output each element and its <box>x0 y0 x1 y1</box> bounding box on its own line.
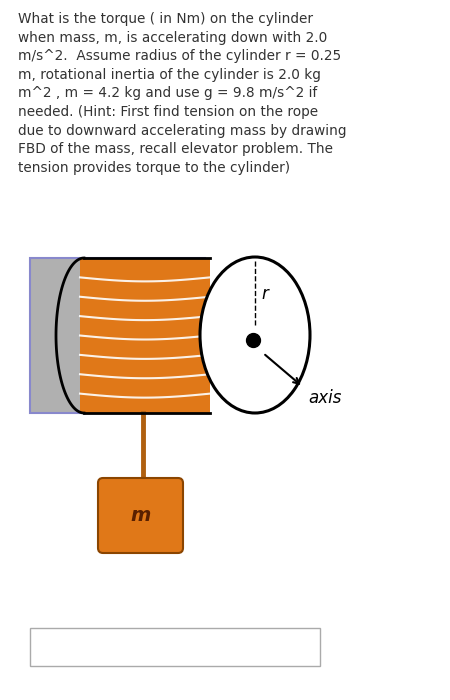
Text: axis: axis <box>308 389 342 407</box>
Text: What is the torque ( in Nm) on the cylinder
when mass, m, is accelerating down w: What is the torque ( in Nm) on the cylin… <box>18 12 346 175</box>
Bar <box>30 258 205 413</box>
Text: r: r <box>261 285 268 303</box>
Bar <box>30 628 320 666</box>
FancyBboxPatch shape <box>98 478 183 553</box>
Bar <box>80 258 210 413</box>
Ellipse shape <box>200 257 310 413</box>
Text: m: m <box>130 506 151 525</box>
